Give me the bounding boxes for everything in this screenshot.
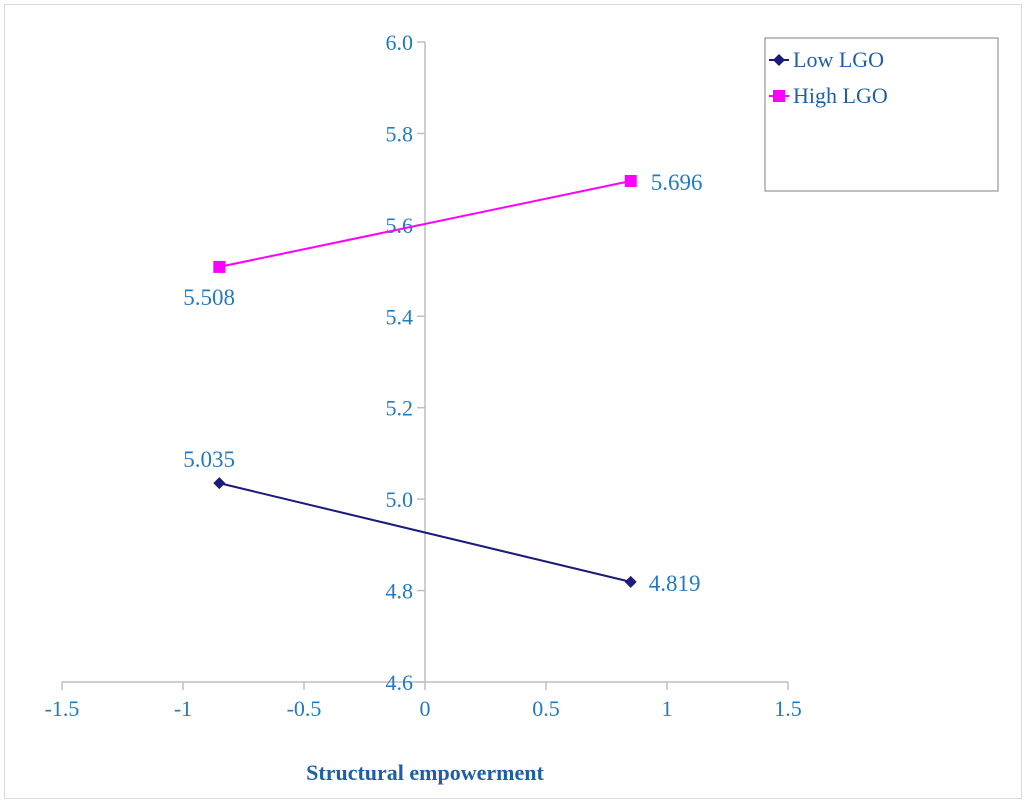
legend: Low LGO High LGO xyxy=(764,37,999,192)
data-label: 5.508 xyxy=(183,285,235,310)
legend-square-icon xyxy=(773,90,785,102)
data-label: 5.696 xyxy=(651,170,703,195)
x-tick-label: -0.5 xyxy=(287,696,322,721)
series-high-lgo: 5.508 5.696 xyxy=(183,170,702,310)
x-axis-title: Structural empowerment xyxy=(306,760,544,785)
y-tick-label: 6.0 xyxy=(386,30,414,55)
data-label: 4.819 xyxy=(649,571,701,596)
y-tick-label: 5.0 xyxy=(386,487,414,512)
y-tick-label: 5.4 xyxy=(386,304,414,329)
y-tick-label: 4.8 xyxy=(386,579,414,604)
y-tick-label: 5.8 xyxy=(386,121,414,146)
x-tick-label: 0 xyxy=(420,696,431,721)
data-label: 5.035 xyxy=(183,447,235,472)
y-tick-label: 5.6 xyxy=(386,213,414,238)
legend-diamond-icon xyxy=(773,54,785,66)
legend-items: Low LGO High LGO xyxy=(769,47,888,108)
legend-box xyxy=(764,37,999,192)
series-line xyxy=(219,179,631,268)
x-axis-ticks: -1.5 -1 -0.5 0 0.5 1 1.5 xyxy=(45,682,802,721)
x-tick-label: -1.5 xyxy=(45,696,80,721)
square-point xyxy=(213,260,226,273)
chart-frame: -1.5 -1 -0.5 0 0.5 1 1.5 4.6 4.8 5.0 5.2 5.4 5.6 5.8… xyxy=(4,4,1022,799)
x-tick-label: -1 xyxy=(174,696,192,721)
x-tick-label: 1 xyxy=(662,696,673,721)
interaction-line-chart: -1.5 -1 -0.5 0 0.5 1 1.5 4.6 4.8 5.0 5.2 5.4 5.6 5.8… xyxy=(45,30,999,785)
axes: -1.5 -1 -0.5 0 0.5 1 1.5 4.6 4.8 5.0 5.2 5.4 5.6 5.8… xyxy=(45,30,802,721)
legend-label: Low LGO xyxy=(793,47,884,72)
y-tick-label: 4.6 xyxy=(386,670,414,695)
x-tick-label: 0.5 xyxy=(532,696,560,721)
square-point xyxy=(624,174,637,187)
diamond-point xyxy=(213,477,226,490)
series-low-lgo: 5.035 4.819 xyxy=(183,447,700,596)
legend-item: High LGO xyxy=(769,83,888,108)
series-line xyxy=(219,482,631,583)
legend-label: High LGO xyxy=(793,83,888,108)
series-layer: 5.035 4.819 5.508 5.696 xyxy=(183,170,702,596)
x-tick-label: 1.5 xyxy=(774,696,802,721)
legend-item: Low LGO xyxy=(769,47,884,72)
diamond-point xyxy=(624,575,637,588)
y-axis-ticks: 4.6 4.8 5.0 5.2 5.4 5.6 5.8 6.0 xyxy=(386,30,425,695)
y-tick-label: 5.2 xyxy=(386,396,414,421)
